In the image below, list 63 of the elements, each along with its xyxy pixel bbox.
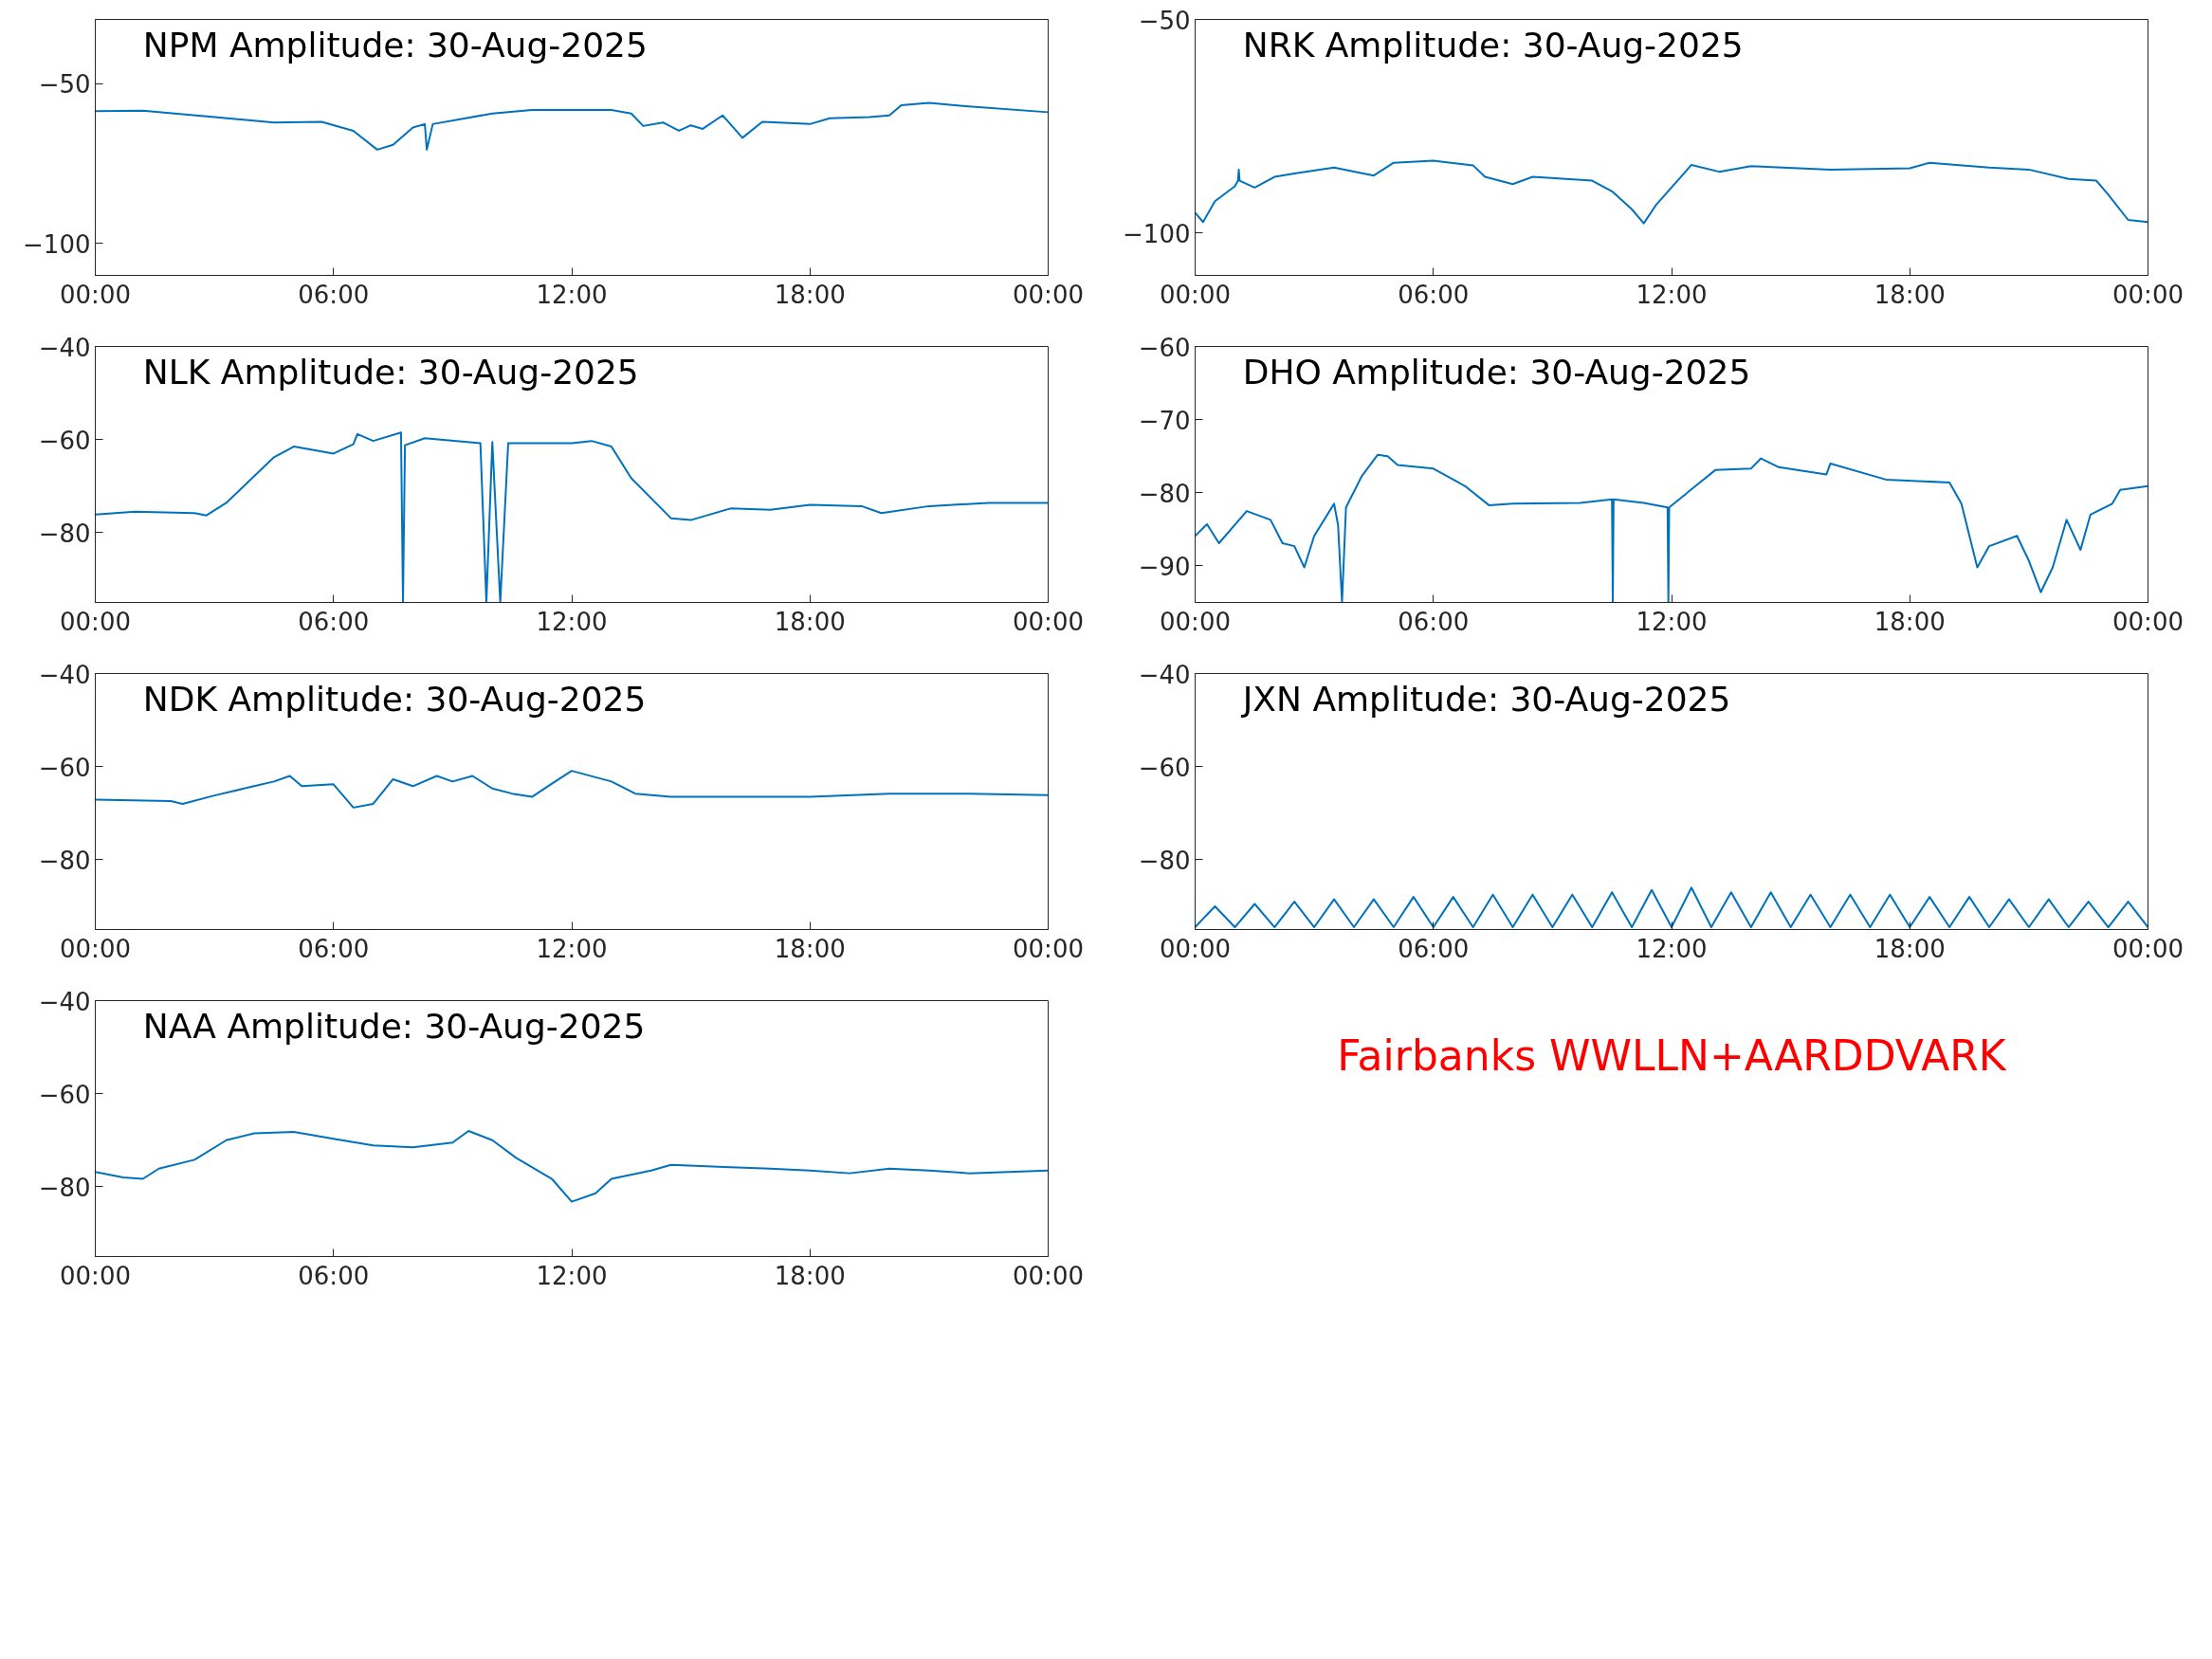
x-tick-label: 12:00 xyxy=(536,280,608,309)
x-tick-label: 18:00 xyxy=(774,934,846,963)
x-tick-label: 06:00 xyxy=(1398,934,1470,963)
x-tick-label: 12:00 xyxy=(1636,934,1708,963)
y-tick-label: −40 xyxy=(1138,660,1191,689)
x-tick-label: 06:00 xyxy=(1398,607,1470,636)
y-tick-label: −80 xyxy=(38,1173,91,1202)
y-tick-label: −60 xyxy=(1138,753,1191,782)
x-tick-label: 00:00 xyxy=(1013,934,1084,963)
x-tick-label: 00:00 xyxy=(60,607,131,636)
x-tick-label: 06:00 xyxy=(1398,280,1470,309)
x-tick-label: 18:00 xyxy=(1874,607,1946,636)
y-tick-label: −50 xyxy=(38,70,91,99)
y-tick-label: −80 xyxy=(38,519,91,548)
x-tick-label: 18:00 xyxy=(774,1261,846,1290)
x-tick-label: 00:00 xyxy=(60,934,131,963)
text: Fairbanks WWLLN+AARDDVARK xyxy=(1337,1030,2007,1080)
y-tick-label: −60 xyxy=(1138,333,1191,362)
x-tick-label: 12:00 xyxy=(1636,607,1708,636)
y-tick-label: −40 xyxy=(38,660,91,689)
x-tick-label: 00:00 xyxy=(1013,280,1084,309)
y-tick-label: −60 xyxy=(38,753,91,782)
x-tick-label: 00:00 xyxy=(1013,607,1084,636)
x-tick-label: 00:00 xyxy=(2112,607,2184,636)
x-tick-label: 00:00 xyxy=(1160,607,1231,636)
y-tick-label: −40 xyxy=(38,987,91,1016)
x-tick-label: 06:00 xyxy=(298,607,370,636)
x-tick-label: 06:00 xyxy=(298,934,370,963)
x-tick-label: 18:00 xyxy=(1874,280,1946,309)
x-tick-label: 18:00 xyxy=(1874,934,1946,963)
y-tick-label: −80 xyxy=(1138,846,1191,875)
x-tick-label: 00:00 xyxy=(1160,280,1231,309)
y-tick-label: −50 xyxy=(1138,6,1191,35)
y-tick-label: −90 xyxy=(1138,552,1191,581)
y-tick-label: −80 xyxy=(1138,479,1191,508)
chart-title: NAA Amplitude: 30-Aug-2025 xyxy=(142,1006,646,1046)
y-tick-label: −70 xyxy=(1138,406,1191,435)
chart-title: NLK Amplitude: 30-Aug-2025 xyxy=(142,352,639,392)
y-tick-label: −100 xyxy=(1123,219,1191,248)
y-tick-label: −80 xyxy=(38,846,91,875)
x-tick-label: 00:00 xyxy=(2112,280,2184,309)
y-tick-label: −100 xyxy=(23,229,91,259)
chart-title: DHO Amplitude: 30-Aug-2025 xyxy=(1242,352,1751,392)
y-tick-label: −60 xyxy=(38,426,91,455)
chart-title: JXN Amplitude: 30-Aug-2025 xyxy=(1240,679,1731,719)
y-tick-label: −40 xyxy=(38,333,91,362)
x-tick-label: 06:00 xyxy=(298,1261,370,1290)
chart-title: NRK Amplitude: 30-Aug-2025 xyxy=(1242,25,1744,64)
chart-title: NDK Amplitude: 30-Aug-2025 xyxy=(142,679,647,719)
x-tick-label: 18:00 xyxy=(774,280,846,309)
x-tick-label: 12:00 xyxy=(536,1261,608,1290)
x-tick-label: 00:00 xyxy=(60,1261,131,1290)
chart-title: NPM Amplitude: 30-Aug-2025 xyxy=(142,25,648,64)
x-tick-label: 12:00 xyxy=(1636,280,1708,309)
x-tick-label: 00:00 xyxy=(1013,1261,1084,1290)
x-tick-label: 18:00 xyxy=(774,607,846,636)
x-tick-label: 06:00 xyxy=(298,280,370,309)
x-tick-label: 12:00 xyxy=(536,607,608,636)
x-tick-label: 00:00 xyxy=(60,280,131,309)
y-tick-label: −60 xyxy=(38,1080,91,1109)
x-tick-label: 00:00 xyxy=(2112,934,2184,963)
x-tick-label: 00:00 xyxy=(1160,934,1231,963)
x-tick-label: 12:00 xyxy=(536,934,608,963)
